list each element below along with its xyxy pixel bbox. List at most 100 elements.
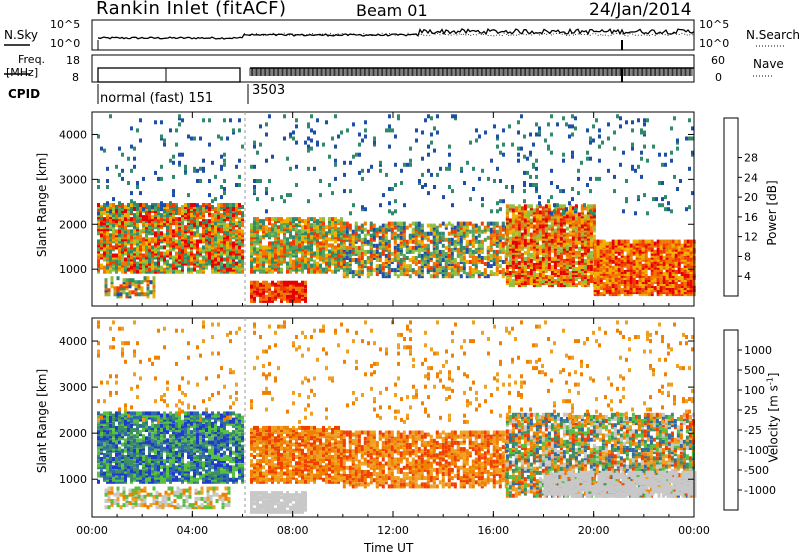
- heatmap-cell: [178, 259, 181, 264]
- heatmap-cell: [196, 225, 199, 230]
- heatmap-cell: [369, 245, 373, 250]
- heatmap-cell: [517, 220, 521, 225]
- heatmap-cell: [517, 265, 521, 269]
- heatmap-cell: [193, 203, 196, 207]
- heatmap-cell: [532, 275, 536, 280]
- heatmap-cell: [429, 251, 433, 256]
- heatmap-cell: [514, 206, 518, 211]
- heatmap-cell: [426, 256, 430, 260]
- heatmap-cell: [97, 211, 100, 216]
- heatmap-cell: [328, 217, 331, 222]
- heatmap-cell: [322, 217, 325, 222]
- heatmap-cell: [562, 204, 566, 209]
- heatmap-cell: [310, 249, 313, 254]
- heatmap-cell: [689, 276, 693, 280]
- heatmap-cell: [523, 204, 527, 209]
- heatmap-cell: [205, 219, 208, 224]
- heatmap-cell: [154, 211, 157, 216]
- heatmap-cell: [154, 120, 157, 125]
- heatmap-cell: [169, 225, 172, 230]
- heatmap-cell: [477, 253, 481, 258]
- heatmap-cell: [369, 266, 373, 271]
- heatmap-cell: [298, 259, 301, 264]
- heatmap-cell: [175, 239, 178, 244]
- heatmap-cell: [468, 251, 472, 256]
- heatmap-cell: [283, 280, 286, 285]
- heatmap-cell: [644, 253, 648, 258]
- heatmap-cell: [623, 257, 627, 262]
- heatmap-cell: [471, 237, 475, 242]
- heatmap-cell: [280, 239, 283, 244]
- heatmap-cell: [334, 259, 337, 264]
- heatmap-cell: [471, 233, 475, 238]
- heatmap-cell: [453, 270, 457, 275]
- heatmap-cell: [471, 229, 475, 234]
- heatmap-cell: [298, 263, 301, 268]
- heatmap-cell: [432, 264, 436, 269]
- heatmap-cell: [683, 257, 687, 262]
- heatmap-cell: [106, 229, 109, 234]
- heatmap-cell: [571, 216, 575, 221]
- heatmap-cell: [623, 255, 627, 260]
- heatmap-cell: [199, 269, 202, 274]
- heatmap-cell: [550, 238, 554, 243]
- heatmap-cell: [319, 269, 322, 274]
- heatmap-cell: [280, 284, 283, 289]
- heatmap-cell: [544, 236, 548, 241]
- heatmap-cell: [432, 253, 436, 258]
- heatmap-cell: [683, 247, 687, 252]
- heatmap-cell: [671, 280, 675, 284]
- heatmap-cell: [292, 217, 295, 222]
- heatmap-cell: [351, 239, 355, 244]
- heatmap-cell: [241, 259, 244, 264]
- heatmap-cell: [517, 204, 521, 209]
- heatmap-cell: [160, 251, 163, 256]
- heatmap-cell: [611, 245, 615, 250]
- heatmap-cell: [304, 239, 307, 244]
- heatmap-cell: [106, 207, 109, 211]
- heatmap-cell: [662, 249, 666, 254]
- heatmap-cell: [553, 256, 557, 261]
- heatmap-cell: [232, 241, 235, 246]
- heatmap-cell: [583, 206, 587, 211]
- heatmap-cell: [103, 249, 106, 254]
- heatmap-cell: [253, 233, 256, 238]
- heatmap-cell: [556, 256, 560, 261]
- heatmap-cell: [559, 248, 563, 253]
- heatmap-cell: [145, 245, 148, 250]
- heatmap-cell: [635, 257, 639, 262]
- heatmap-cell: [271, 241, 274, 246]
- heatmap-cell: [97, 239, 100, 244]
- heatmap-cell: [202, 229, 205, 234]
- heatmap-cell: [538, 260, 542, 265]
- heatmap-cell: [532, 256, 536, 261]
- heatmap-cell: [100, 229, 103, 234]
- heatmap-cell: [223, 269, 226, 274]
- heatmap-cell: [295, 259, 298, 264]
- heatmap-cell: [608, 257, 612, 262]
- heatmap-cell: [148, 249, 151, 254]
- heatmap-cell: [130, 243, 133, 248]
- heatmap-cell: [211, 269, 214, 274]
- heatmap-cell: [187, 261, 190, 266]
- heatmap-cell: [498, 270, 502, 275]
- heatmap-cell: [160, 221, 163, 226]
- heatmap-cell: [157, 241, 160, 246]
- heatmap-cell: [523, 250, 527, 255]
- heatmap-cell: [656, 276, 660, 280]
- heatmap-cell: [220, 227, 223, 232]
- heatmap-cell: [280, 288, 283, 293]
- heatmap-cell: [471, 256, 475, 260]
- heatmap-cell: [441, 258, 445, 262]
- heatmap-cell: [623, 247, 627, 252]
- heatmap-cell: [119, 284, 123, 289]
- heatmap-cell: [511, 204, 515, 209]
- heatmap-cell: [289, 233, 292, 238]
- heatmap-cell: [498, 229, 502, 234]
- heatmap-cell: [360, 247, 364, 252]
- heatmap-cell: [133, 221, 136, 226]
- heatmap-cell: [465, 221, 469, 226]
- heatmap-cell: [547, 265, 551, 269]
- heatmap-cell: [307, 239, 310, 244]
- heatmap-cell: [465, 225, 469, 230]
